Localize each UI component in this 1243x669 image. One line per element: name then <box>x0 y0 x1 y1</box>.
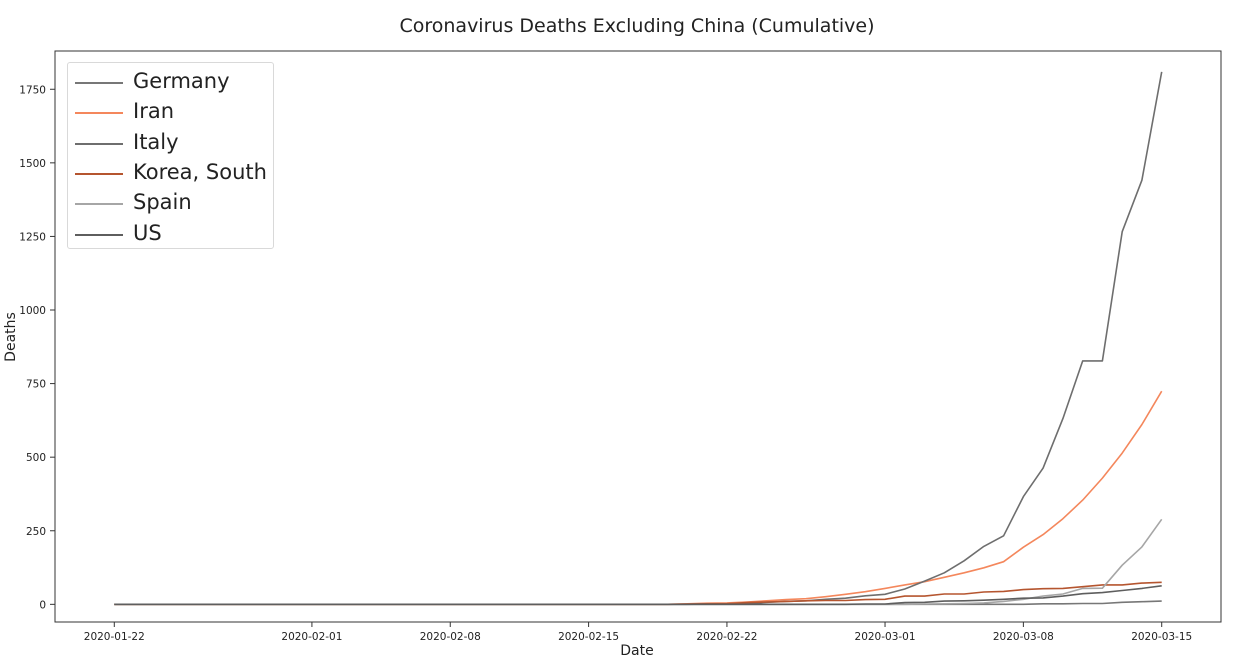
chart-title: Coronavirus Deaths Excluding China (Cumu… <box>399 15 874 37</box>
x-axis-label: Date <box>620 643 653 659</box>
y-tick-label: 1250 <box>19 231 46 243</box>
legend-swatch <box>75 234 123 236</box>
legend-swatch <box>75 173 123 175</box>
y-axis-ticks: 0 250 500 750 1000 1250 1500 1750 <box>19 84 55 611</box>
legend-swatch <box>75 203 123 205</box>
y-tick-label: 1750 <box>19 84 46 96</box>
legend-item: US <box>68 218 273 248</box>
legend-swatch <box>75 82 123 84</box>
x-axis-ticks: 2020-01-22 2020-02-01 2020-02-08 2020-02-15… <box>84 622 1192 643</box>
y-tick-label: 750 <box>26 379 46 391</box>
legend-label: Iran <box>133 97 174 125</box>
legend-item: Germany <box>68 66 273 96</box>
legend-item: Korea, South <box>68 157 273 187</box>
legend-item: Spain <box>68 187 273 217</box>
y-tick-label: 1500 <box>19 158 46 170</box>
legend-item: Italy <box>68 127 273 157</box>
x-tick-label: 2020-03-15 <box>1131 631 1192 643</box>
x-tick-label: 2020-02-22 <box>696 631 757 643</box>
y-tick-label: 0 <box>39 599 46 611</box>
series-line-iran <box>114 391 1161 604</box>
x-tick-label: 2020-02-08 <box>420 631 481 643</box>
legend-swatch <box>75 112 123 114</box>
y-tick-label: 1000 <box>19 305 46 317</box>
legend-item: Iran <box>68 96 273 126</box>
legend-label: US <box>133 219 162 247</box>
chart-legend: Germany Iran Italy Korea, South Spain US <box>67 62 274 249</box>
y-axis-label: Deaths <box>3 312 19 362</box>
legend-label: Korea, South <box>133 158 267 186</box>
legend-swatch <box>75 143 123 145</box>
x-tick-label: 2020-02-01 <box>281 631 342 643</box>
legend-label: Germany <box>133 67 230 95</box>
x-tick-label: 2020-01-22 <box>84 631 145 643</box>
legend-label: Spain <box>133 188 192 216</box>
x-tick-label: 2020-03-08 <box>993 631 1054 643</box>
legend-label: Italy <box>133 128 179 156</box>
y-tick-label: 250 <box>26 526 46 538</box>
x-tick-label: 2020-02-15 <box>558 631 619 643</box>
y-tick-label: 500 <box>26 452 46 464</box>
x-tick-label: 2020-03-01 <box>855 631 916 643</box>
